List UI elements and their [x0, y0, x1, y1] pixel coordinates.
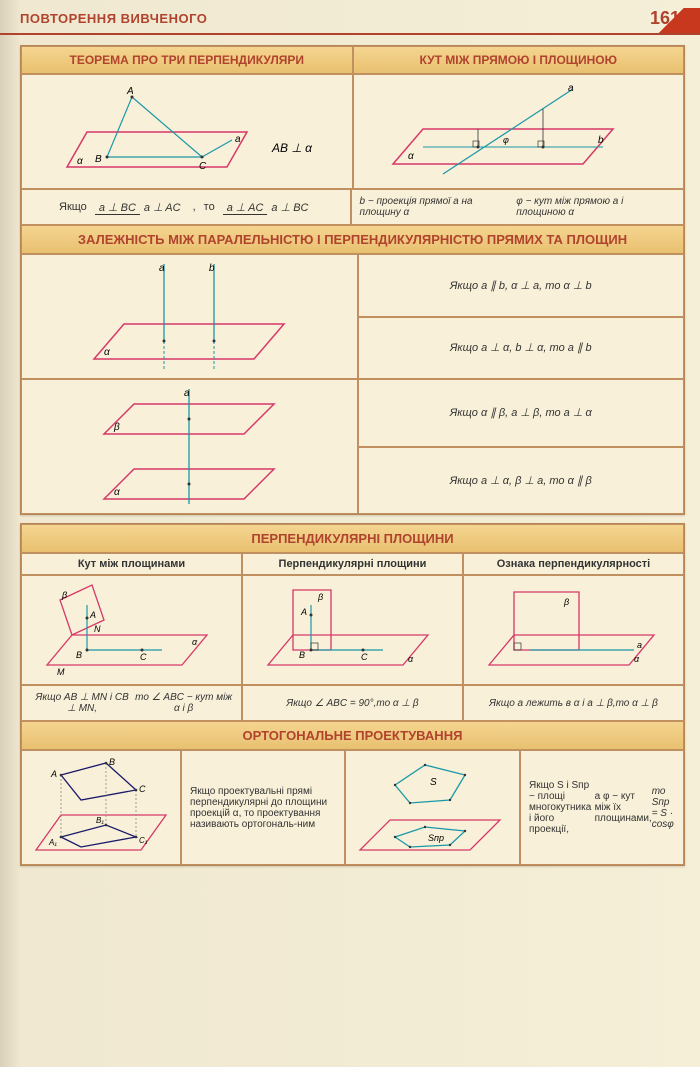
- svg-text:b: b: [209, 263, 215, 274]
- title-three-perp: ТЕОРЕМА ПРО ТРИ ПЕРПЕНДИКУЛЯРИ: [21, 46, 353, 74]
- svg-text:M: M: [57, 667, 65, 677]
- svg-text:A₁: A₁: [48, 838, 57, 847]
- svg-text:C: C: [361, 652, 368, 662]
- svg-text:β: β: [61, 590, 67, 600]
- rule-4: Якщо a ⊥ α, β ⊥ a, то α ∥ β: [358, 447, 685, 515]
- page-header: ПОВТОРЕННЯ ВИВЧЕНОГО 161: [0, 0, 700, 35]
- rule-1: Якщо a ∥ b, α ⊥ a, то α ⊥ b: [358, 254, 685, 317]
- svg-text:B: B: [109, 757, 115, 767]
- svg-text:a: a: [159, 263, 165, 274]
- title-perp-planes: ПЕРПЕНДИКУЛЯРНІ ПЛОЩИНИ: [21, 524, 684, 553]
- svg-text:C: C: [139, 784, 146, 794]
- diagram-angle-planes: B A C β α N M: [21, 575, 242, 685]
- area-formula: Якщо S і Sпр − площі многокутника і його…: [520, 750, 684, 865]
- svg-text:N: N: [94, 624, 101, 634]
- diagram-parallel-lines: a b α: [21, 254, 358, 379]
- svg-text:AB ⊥ α: AB ⊥ α: [271, 141, 313, 155]
- sub-perp-sign: Ознака перпендикулярності: [463, 553, 684, 575]
- caption-perp-sign: Якщо a лежить в α і a ⊥ β, то α ⊥ β: [463, 685, 684, 721]
- title-line-plane-angle: КУТ МІЖ ПРЯМОЮ І ПЛОЩИНОЮ: [353, 46, 685, 74]
- svg-text:B: B: [299, 650, 305, 660]
- svg-text:A: A: [50, 769, 57, 779]
- diagram-perp-planes: B A C β α: [242, 575, 463, 685]
- caption-perp-planes: Якщо ∠ ABC = 90°, то α ⊥ β: [242, 685, 463, 721]
- svg-text:α: α: [408, 151, 414, 162]
- diagram-parallel-planes: a β α: [21, 379, 358, 514]
- svg-text:a: a: [184, 388, 190, 399]
- svg-text:C₁: C₁: [139, 836, 148, 845]
- sub-angle-planes: Кут між площинами: [21, 553, 242, 575]
- svg-text:α: α: [192, 637, 198, 647]
- rule-3: Якщо α ∥ β, a ⊥ β, то a ⊥ α: [358, 379, 685, 447]
- diagram-line-plane-angle: a b φ α: [353, 74, 685, 189]
- svg-text:a: a: [637, 640, 642, 650]
- svg-text:α: α: [77, 156, 83, 167]
- section-perpendiculars: ТЕОРЕМА ПРО ТРИ ПЕРПЕНДИКУЛЯРИ КУТ МІЖ П…: [20, 45, 685, 515]
- angle-definitions: b − проекція прямої a на площину α φ − к…: [351, 189, 685, 225]
- svg-text:B: B: [95, 154, 102, 165]
- title-parallel-perp: ЗАЛЕЖНІСТЬ МІЖ ПАРАЛЕЛЬНІСТЮ І ПЕРПЕНДИК…: [21, 225, 684, 254]
- svg-text:C: C: [199, 161, 207, 172]
- ortho-definition: Якщо проектувальні прямі перпендикулярні…: [181, 750, 345, 865]
- caption-angle-planes: Якщо AB ⊥ MN і CB ⊥ MN, то ∠ ABC − кут м…: [21, 685, 242, 721]
- diagram-ortho-proj: A B C A₁ B₁ C₁: [21, 750, 181, 865]
- svg-text:Sпр: Sпр: [428, 833, 444, 843]
- svg-text:α: α: [408, 654, 414, 664]
- svg-text:φ: φ: [503, 135, 509, 145]
- svg-text:S: S: [430, 777, 437, 788]
- svg-text:α: α: [114, 487, 120, 498]
- svg-text:α: α: [634, 654, 640, 664]
- svg-text:A: A: [89, 610, 96, 620]
- then-label: то: [204, 201, 215, 213]
- if-label: Якщо: [59, 201, 87, 213]
- svg-text:β: β: [113, 422, 120, 433]
- svg-text:b: b: [598, 135, 604, 146]
- svg-text:α: α: [104, 347, 110, 358]
- three-perp-statement: Якщо a ⊥ BCa ⊥ AC , то a ⊥ ACa ⊥ BC: [21, 189, 351, 225]
- svg-text:B₁: B₁: [96, 816, 104, 825]
- rule-2: Якщо a ⊥ α, b ⊥ α, то a ∥ b: [358, 317, 685, 380]
- svg-text:a: a: [568, 83, 574, 94]
- diagram-three-perp: B A C a α AB ⊥ α: [21, 74, 353, 189]
- diagram-area-proj: S Sпр: [345, 750, 520, 865]
- svg-text:β: β: [317, 592, 323, 602]
- svg-text:B: B: [76, 650, 82, 660]
- title-orthogonal: ОРТОГОНАЛЬНЕ ПРОЕКТУВАННЯ: [21, 721, 684, 750]
- sub-perp-planes: Перпендикулярні площини: [242, 553, 463, 575]
- header-title: ПОВТОРЕННЯ ВИВЧЕНОГО: [20, 11, 207, 26]
- svg-text:a: a: [235, 134, 241, 145]
- diagram-perp-sign: β a α: [463, 575, 684, 685]
- section-perp-planes: ПЕРПЕНДИКУЛЯРНІ ПЛОЩИНИ Кут між площинам…: [20, 523, 685, 866]
- svg-text:C: C: [140, 652, 147, 662]
- svg-text:A: A: [126, 86, 134, 97]
- svg-text:β: β: [563, 597, 569, 607]
- svg-text:A: A: [300, 607, 307, 617]
